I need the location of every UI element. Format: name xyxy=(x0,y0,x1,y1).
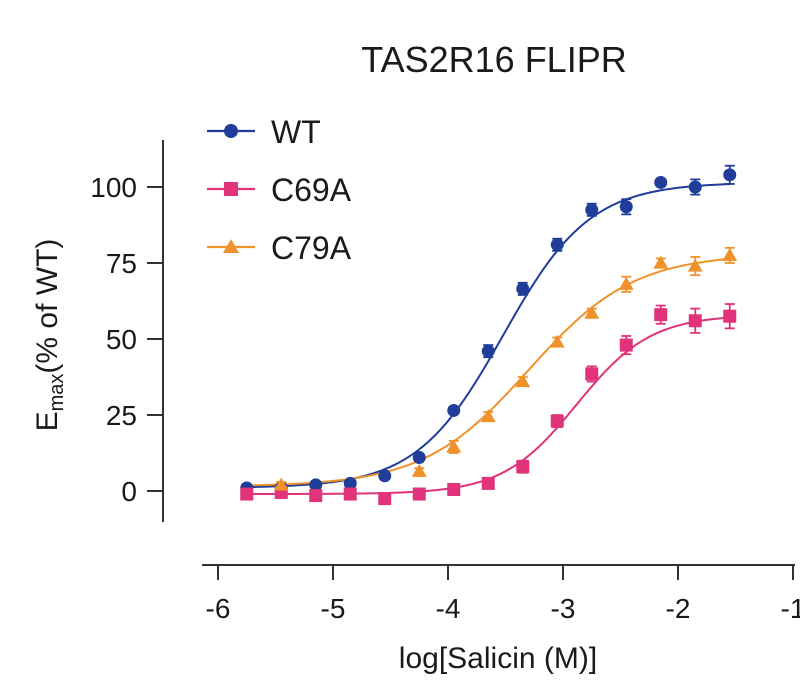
data-point-c69a xyxy=(240,487,254,501)
y-axis-title-main: E xyxy=(31,411,64,431)
data-point-c69a xyxy=(447,482,461,496)
data-point-c69a xyxy=(343,487,357,501)
series-c79a xyxy=(273,246,738,491)
data-point-wt xyxy=(516,282,530,296)
data-point-wt xyxy=(343,476,357,490)
y-axis-title-subscript: max xyxy=(46,374,68,412)
y-tick-label: 25 xyxy=(106,400,137,431)
data-point-c79a xyxy=(480,409,496,423)
fit-curve-c69a xyxy=(246,316,730,496)
legend-label: WT xyxy=(271,114,321,150)
y-tick-label: 75 xyxy=(106,248,137,279)
legend-marker-wt xyxy=(224,124,238,138)
legend-label: C79A xyxy=(271,230,352,266)
x-axis-title: log[Salicin (M)] xyxy=(399,642,597,675)
data-point-wt xyxy=(378,469,392,483)
chart-title: TAS2R16 FLIPR xyxy=(361,39,626,80)
data-point-c79a xyxy=(273,477,289,491)
data-point-c69a xyxy=(309,489,323,503)
data-point-c69a xyxy=(378,492,392,506)
y-axis-title-rest: (% of WT) xyxy=(31,239,64,374)
x-tick-label: -3 xyxy=(551,593,576,624)
legend-marker-c69a xyxy=(224,182,238,196)
data-point-wt xyxy=(447,403,461,417)
data-point-c79a xyxy=(515,374,531,388)
data-points xyxy=(240,164,738,506)
data-point-c69a xyxy=(585,367,599,381)
data-point-c79a xyxy=(618,276,634,290)
data-point-wt xyxy=(585,203,599,217)
data-point-wt xyxy=(654,175,668,189)
data-point-c79a xyxy=(446,439,462,453)
legend-marker-c79a xyxy=(222,238,240,254)
data-point-wt xyxy=(619,200,633,214)
data-point-c69a xyxy=(516,460,530,474)
data-point-c69a xyxy=(550,414,564,428)
data-point-c69a xyxy=(619,338,633,352)
data-point-c69a xyxy=(412,487,426,501)
y-axis-title: Emax(% of WT) xyxy=(31,239,68,432)
fit-curve-c79a xyxy=(246,257,730,487)
legend-label: C69A xyxy=(271,172,352,208)
data-point-c79a xyxy=(687,258,703,272)
data-point-c79a xyxy=(411,463,427,477)
data-point-wt xyxy=(550,238,564,252)
x-tick-label: -6 xyxy=(206,593,231,624)
x-axis-ticks: -6 -5 -4 -3 -2 -1 xyxy=(206,565,800,624)
series-c69a xyxy=(240,303,737,506)
y-tick-label: 50 xyxy=(106,324,137,355)
data-point-c79a xyxy=(722,247,738,262)
data-point-wt xyxy=(481,344,495,358)
x-tick-label: -2 xyxy=(666,593,691,624)
y-axis-ticks: 0 25 50 75 100 xyxy=(90,172,163,507)
x-tick-label: -4 xyxy=(436,593,461,624)
data-point-wt xyxy=(309,478,323,492)
legend: WT C69A C79A xyxy=(207,114,352,266)
data-point-c69a xyxy=(654,308,668,322)
data-point-c79a xyxy=(549,334,565,348)
data-point-c69a xyxy=(481,476,495,490)
y-tick-label: 100 xyxy=(90,172,137,203)
y-tick-label: 0 xyxy=(121,476,137,507)
x-tick-label: -1 xyxy=(781,593,800,624)
fit-curve-wt xyxy=(246,183,730,489)
data-point-c69a xyxy=(723,309,737,323)
data-point-wt xyxy=(412,451,426,465)
x-tick-label: -5 xyxy=(321,593,346,624)
data-point-c69a xyxy=(688,314,702,328)
data-point-c79a xyxy=(584,305,600,319)
data-point-wt xyxy=(688,180,702,194)
data-point-wt xyxy=(723,168,737,182)
data-point-c79a xyxy=(653,255,669,269)
